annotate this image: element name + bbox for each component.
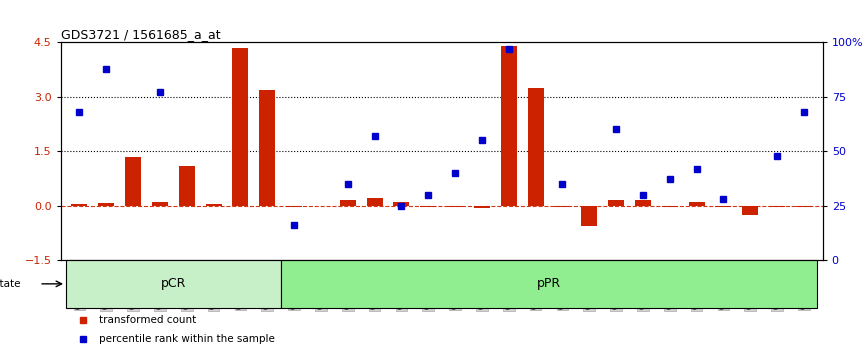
Bar (581, 206, 598, 225)
Bar (447, 206, 463, 207)
Text: GDS3721 / 1561685_a_at: GDS3721 / 1561685_a_at (61, 28, 220, 41)
Bar (281, 260, 818, 308)
Text: pCR: pCR (160, 277, 186, 290)
Bar (501, 46, 517, 206)
Text: transformed count: transformed count (99, 314, 196, 325)
Bar (393, 202, 410, 206)
Bar (715, 206, 732, 207)
Bar (66, 260, 281, 308)
Bar (259, 90, 275, 206)
Bar (339, 200, 356, 206)
Bar (554, 206, 571, 207)
Bar (635, 200, 651, 206)
Bar (366, 198, 383, 206)
Bar (742, 206, 759, 215)
Bar (205, 204, 222, 206)
Text: percentile rank within the sample: percentile rank within the sample (99, 334, 275, 344)
Bar (286, 206, 302, 207)
Bar (152, 202, 168, 206)
Bar (474, 206, 490, 209)
Bar (125, 157, 141, 206)
Bar (232, 48, 249, 206)
Bar (688, 202, 705, 206)
Text: disease state: disease state (0, 279, 21, 289)
Bar (769, 206, 785, 207)
Bar (608, 200, 624, 206)
Bar (796, 206, 812, 207)
Bar (527, 88, 544, 206)
Bar (98, 203, 114, 206)
Bar (662, 206, 678, 207)
Bar (71, 204, 87, 206)
Bar (178, 166, 195, 206)
Bar (420, 206, 436, 207)
Text: pPR: pPR (537, 277, 561, 290)
